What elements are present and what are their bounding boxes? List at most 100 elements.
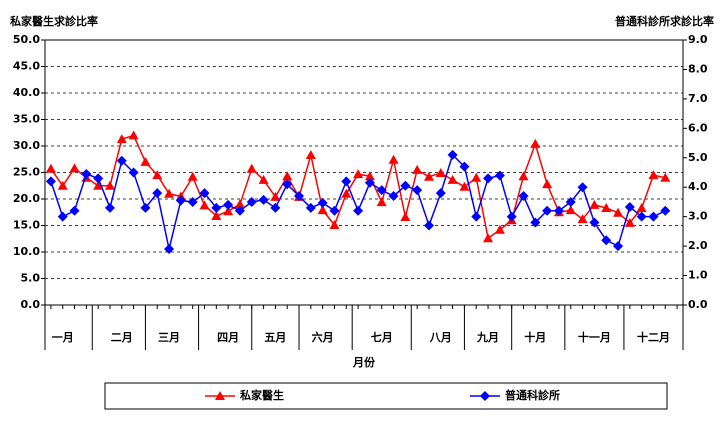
marker: [258, 194, 269, 205]
marker: [412, 185, 423, 196]
x-tick-label: 九月: [476, 330, 499, 344]
marker: [518, 191, 529, 202]
marker: [636, 211, 647, 222]
marker: [480, 391, 490, 401]
marker: [199, 200, 210, 210]
y-tick-label: 10.0: [13, 245, 40, 258]
marker: [577, 214, 588, 224]
y-tick-label: 45.0: [13, 60, 40, 73]
marker: [211, 202, 222, 213]
marker: [530, 138, 541, 148]
y2-tick-label: 0.0: [688, 298, 708, 311]
marker: [400, 212, 411, 222]
marker: [565, 196, 576, 207]
x-axis-title: 月份: [352, 355, 376, 369]
marker: [45, 176, 56, 187]
y2-tick-label: 5.0: [688, 151, 708, 164]
y-tick-label: 30.0: [13, 139, 40, 152]
marker: [636, 203, 647, 213]
legend-box: [104, 382, 668, 410]
marker: [341, 188, 352, 198]
marker: [494, 170, 505, 181]
y2-tick-label: 4.0: [688, 180, 708, 193]
y-tick-label: 40.0: [13, 86, 40, 99]
x-tick-label: 十二月: [637, 330, 670, 344]
marker: [69, 163, 80, 173]
marker: [152, 188, 163, 199]
x-tick-label: 五月: [264, 331, 286, 344]
plot-frame: [44, 39, 684, 306]
marker: [104, 180, 115, 190]
marker: [215, 391, 225, 400]
marker: [483, 173, 494, 184]
marker: [542, 179, 553, 189]
marker: [613, 241, 624, 252]
marker: [246, 196, 257, 207]
marker: [93, 180, 104, 190]
marker: [601, 235, 612, 246]
marker: [199, 188, 210, 199]
marker: [400, 180, 411, 191]
y-tick-label: 25.0: [13, 166, 40, 179]
y-tick-label: 0.0: [21, 298, 41, 311]
y-axis-title: 私家醫生求診比率: [10, 14, 98, 28]
marker: [211, 210, 222, 220]
marker: [435, 188, 446, 199]
marker: [459, 161, 470, 172]
marker: [116, 155, 127, 166]
marker: [305, 150, 316, 160]
marker: [601, 203, 612, 213]
marker: [506, 211, 517, 222]
y2-axis-title: 普通科診所求診比率: [615, 14, 714, 28]
y2-tick-label: 9.0: [688, 33, 708, 46]
marker: [353, 205, 364, 216]
marker: [93, 173, 104, 184]
marker: [246, 163, 257, 173]
marker: [648, 170, 659, 180]
x-tick-label: 三月: [158, 331, 180, 344]
y2-tick-label: 6.0: [688, 121, 708, 134]
marker: [553, 205, 564, 216]
marker: [223, 206, 234, 216]
y-tick-label: 20.0: [13, 192, 40, 205]
marker: [660, 205, 671, 216]
marker: [234, 205, 245, 216]
y-tick-label: 15.0: [13, 219, 40, 232]
legend-label: 普通科診所: [505, 388, 560, 402]
y2-tick-label: 1.0: [688, 269, 708, 282]
marker: [459, 181, 470, 191]
marker: [364, 177, 375, 188]
x-tick-label: 十一月: [578, 330, 611, 344]
marker: [435, 168, 446, 178]
marker: [577, 182, 588, 193]
marker: [589, 199, 600, 209]
marker: [223, 199, 234, 210]
marker: [447, 149, 458, 160]
marker: [187, 171, 198, 181]
marker: [258, 174, 269, 184]
marker: [518, 171, 529, 181]
marker: [164, 188, 175, 198]
y-tick-label: 35.0: [13, 113, 40, 126]
x-tick-label: 六月: [312, 330, 334, 344]
y-tick-label: 50.0: [13, 33, 40, 46]
y2-tick-label: 2.0: [688, 239, 708, 252]
marker: [270, 191, 281, 201]
marker: [234, 199, 245, 209]
marker: [388, 191, 399, 202]
x-tick-label: 一月: [52, 331, 74, 344]
marker: [423, 220, 434, 231]
x-tick-label: 二月: [111, 331, 133, 344]
marker: [69, 205, 80, 216]
marker: [589, 217, 600, 228]
marker: [329, 219, 340, 229]
marker: [376, 197, 387, 207]
marker: [341, 176, 352, 187]
x-tick-label: 八月: [429, 331, 452, 344]
marker: [471, 172, 482, 182]
marker: [128, 130, 139, 140]
marker: [140, 156, 151, 166]
marker: [542, 205, 553, 216]
marker: [530, 217, 541, 228]
